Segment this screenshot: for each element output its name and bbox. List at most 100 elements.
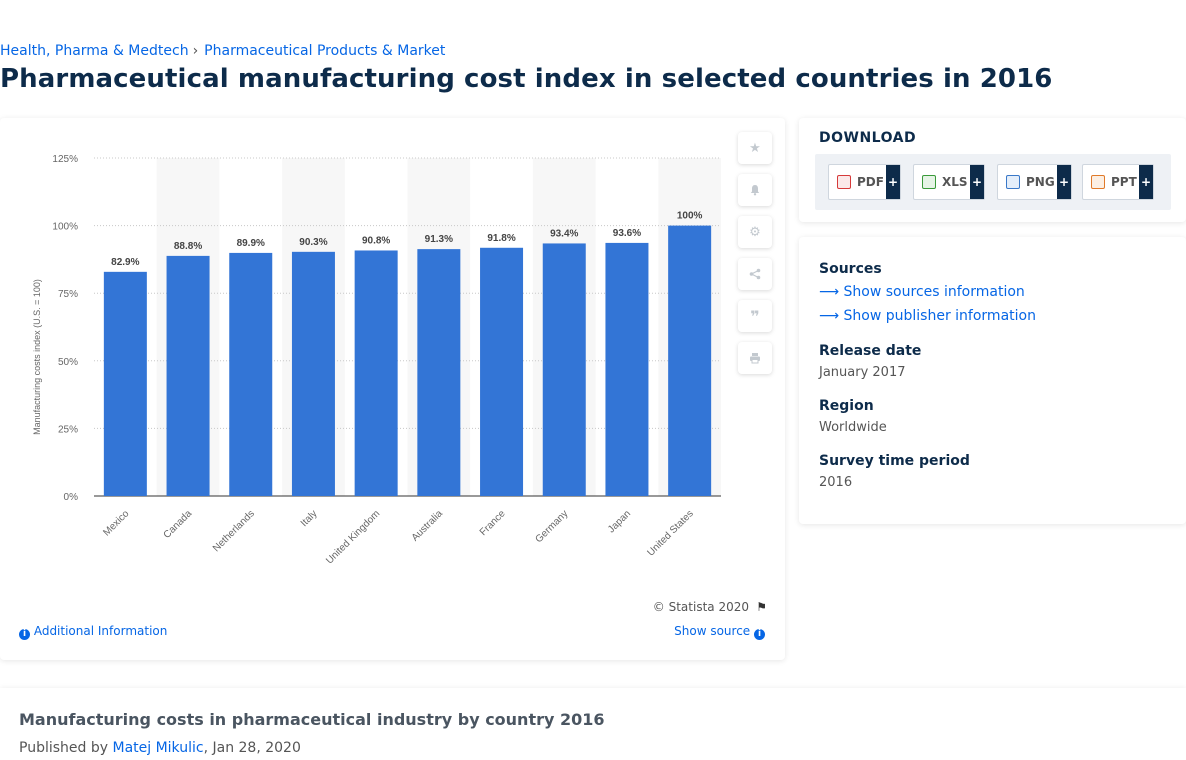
copyright: © Statista 2020 (652, 600, 749, 614)
additional-information-link[interactable]: i Additional Information (19, 624, 167, 640)
download-heading: DOWNLOAD (819, 130, 917, 146)
xls-file-icon (922, 175, 936, 189)
data-label: 90.8% (362, 235, 390, 246)
published-by: Published by Matej Mikulic, Jan 28, 2020 (19, 740, 301, 756)
bar (229, 252, 273, 496)
breadcrumb-item-health[interactable]: Health, Pharma & Medtech (0, 43, 189, 59)
download-ppt-button[interactable]: PPT + (1082, 164, 1154, 200)
x-tick-label: Netherlands (211, 508, 257, 554)
release-date-value: January 2017 (819, 365, 906, 380)
gear-icon: ⚙ (749, 224, 761, 240)
region-heading: Region (819, 398, 874, 414)
x-tick-label: Germany (534, 508, 571, 545)
data-label: 90.3% (299, 237, 327, 248)
bar (291, 251, 335, 496)
pdf-file-icon (837, 175, 851, 189)
y-axis-title: Manufacturing costs index (U.S. = 100) (32, 279, 42, 435)
x-tick-label: Australia (410, 508, 446, 544)
download-format-row: PDF + XLS + PNG + PPT + (815, 154, 1171, 210)
print-button[interactable] (738, 342, 772, 374)
bar (480, 247, 524, 496)
breadcrumb-separator: › (192, 43, 199, 59)
x-tick-label: Mexico (101, 508, 131, 538)
published-prefix: Published by (19, 740, 109, 756)
data-label: 100% (677, 211, 703, 222)
chart-card: 0% 25% 50% 75% 100% 125% Manufacturing costs i… (0, 118, 785, 660)
published-date: , Jan 28, 2020 (203, 740, 301, 756)
y-tick-label: 125% (52, 154, 78, 165)
show-source-link[interactable]: Show source i (674, 624, 765, 640)
show-sources-link[interactable]: ⟶ Show sources information (819, 284, 1025, 300)
breadcrumb-item-pharma-products[interactable]: Pharmaceutical Products & Market (204, 43, 446, 59)
statistic-details-card: Sources ⟶ Show sources information ⟶ Sho… (799, 237, 1186, 524)
x-tick-label: United Kingdom (324, 508, 382, 566)
bar (354, 250, 398, 496)
download-pdf-button[interactable]: PDF + (828, 164, 901, 200)
download-xls-button[interactable]: XLS + (913, 164, 985, 200)
y-tick-label: 100% (52, 222, 78, 233)
share-icon (749, 268, 761, 280)
sources-heading: Sources (819, 261, 882, 277)
download-card: DOWNLOAD PDF + XLS + PNG + PPT + (799, 118, 1186, 222)
data-label: 82.9% (111, 257, 139, 268)
x-tick-label: United States (646, 508, 696, 558)
bar-chart: 0% 25% 50% 75% 100% 125% Manufacturing costs i… (32, 154, 721, 566)
cite-button[interactable]: ❞ (738, 300, 772, 332)
download-xls-label: XLS (942, 175, 968, 189)
x-tick-label: France (478, 508, 508, 538)
show-publisher-link[interactable]: ⟶ Show publisher information (819, 308, 1036, 324)
data-label: 93.6% (613, 228, 641, 239)
bar (605, 242, 649, 496)
survey-period-value: 2016 (819, 475, 853, 490)
star-icon: ★ (749, 140, 761, 156)
quote-icon: ❞ (750, 306, 760, 326)
y-tick-label: 50% (58, 357, 78, 368)
bar (103, 271, 147, 496)
arrow-right-icon: ⟶ (819, 284, 840, 300)
favorite-button[interactable]: ★ (738, 132, 772, 164)
bar (668, 225, 712, 496)
data-label: 88.8% (174, 241, 202, 252)
author-link[interactable]: Matej Mikulic (112, 740, 204, 756)
y-tick-label: 0% (64, 492, 79, 503)
show-source-label: Show source (674, 624, 751, 638)
breadcrumb: Health, Pharma & Medtech › Pharmaceutical … (0, 43, 445, 59)
download-pdf-label: PDF (857, 175, 884, 189)
plus-icon: + (1057, 165, 1071, 199)
ppt-file-icon (1091, 175, 1105, 189)
page-title: Pharmaceutical manufacturing cost index … (0, 64, 1053, 94)
statistic-title: Manufacturing costs in pharmaceutical in… (19, 710, 605, 729)
bar (417, 249, 461, 496)
x-tick-label: Italy (299, 508, 320, 529)
settings-button[interactable]: ⚙ (738, 216, 772, 248)
download-png-button[interactable]: PNG + (997, 164, 1072, 200)
data-label: 89.9% (237, 238, 265, 249)
data-label: 91.3% (425, 234, 453, 245)
print-icon (750, 353, 760, 364)
download-png-label: PNG (1026, 175, 1055, 189)
y-tick-label: 75% (58, 289, 78, 300)
x-tick-label: Japan (606, 508, 633, 535)
release-date-heading: Release date (819, 343, 922, 359)
chart-toolbar: ★ ⚙ ❞ (738, 132, 772, 384)
additional-information-label: Additional Information (33, 624, 168, 638)
download-ppt-label: PPT (1111, 175, 1137, 189)
y-tick-label: 25% (58, 424, 78, 435)
notify-button[interactable] (738, 174, 772, 206)
plus-icon: + (970, 165, 984, 199)
info-icon: i (754, 629, 765, 640)
show-publisher-label: Show publisher information (843, 308, 1036, 324)
flag-icon[interactable]: ⚑ (756, 600, 767, 614)
survey-period-heading: Survey time period (819, 453, 970, 469)
plus-icon: + (886, 165, 900, 199)
bell-icon (750, 185, 760, 196)
bar (542, 243, 586, 496)
x-tick-label: Canada (162, 508, 195, 541)
share-button[interactable] (738, 258, 772, 290)
statistic-summary-card: Manufacturing costs in pharmaceutical in… (0, 688, 1186, 760)
data-label: 91.8% (487, 233, 515, 244)
data-label: 93.4% (550, 228, 578, 239)
arrow-right-icon: ⟶ (819, 308, 840, 324)
bar (166, 255, 210, 496)
plus-icon: + (1139, 165, 1153, 199)
